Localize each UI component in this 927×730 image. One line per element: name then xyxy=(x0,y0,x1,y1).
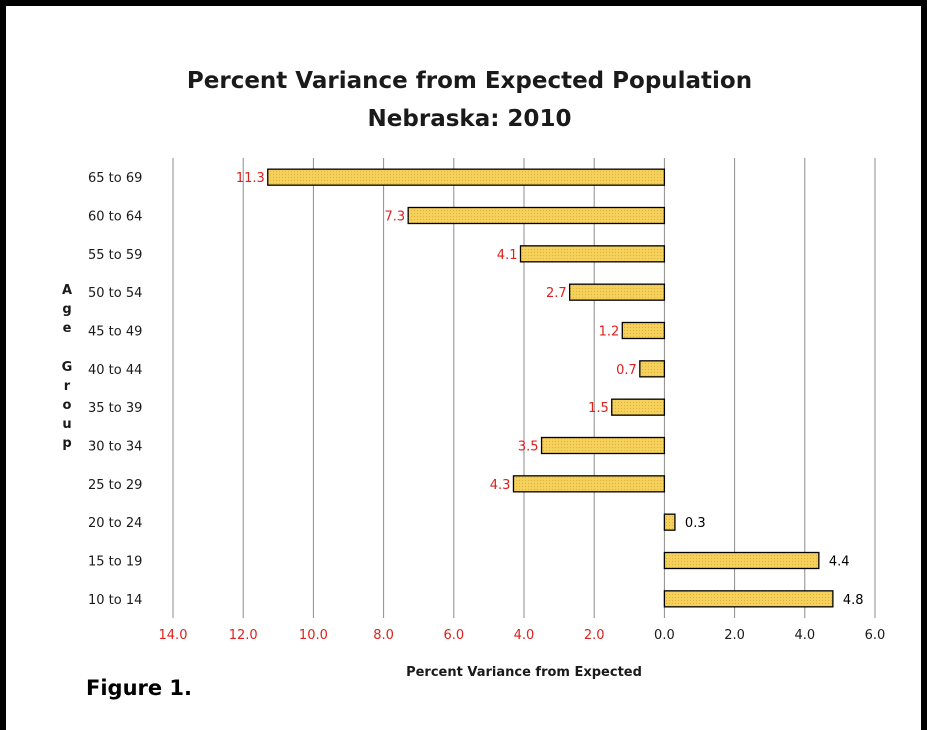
y-category-label: 15 to 19 xyxy=(88,555,142,570)
data-labels: 11.3 7.3 4.1 2.7 1.2 0.7 1.5 3.5 4.3 0.3 4.4 4.8 xyxy=(236,171,864,608)
bar xyxy=(512,475,666,493)
x-axis-ticks: 14.0 12.0 10.0 8.0 6.0 4.0 2.0 0.0 2.0 4.0 6.0 xyxy=(159,628,886,643)
x-tick-label: 10.0 xyxy=(299,628,328,643)
y-axis-label-char: e xyxy=(63,321,72,336)
bar-chart: 65 to 69 60 to 64 55 to 59 50 to 54 45 to 49… xyxy=(62,158,886,680)
y-category-label: 30 to 34 xyxy=(88,440,142,455)
y-category-label: 10 to 14 xyxy=(88,593,142,608)
bar xyxy=(568,283,666,301)
y-category-label: 65 to 69 xyxy=(88,171,142,186)
data-label: 3.5 xyxy=(518,440,539,455)
y-category-label: 55 to 59 xyxy=(88,248,142,263)
x-axis-label: Percent Variance from Expected xyxy=(406,665,642,680)
x-tick-label: 12.0 xyxy=(229,628,258,643)
data-label: 1.5 xyxy=(588,401,609,416)
figure-label: Figure 1. xyxy=(86,676,193,700)
x-tick-label: 6.0 xyxy=(443,628,464,643)
x-tick-label: 4.0 xyxy=(794,628,815,643)
data-label: 4.3 xyxy=(490,478,511,493)
x-tick-label: 2.0 xyxy=(584,628,605,643)
y-axis-label-char: o xyxy=(63,398,72,413)
y-axis-label-char: p xyxy=(62,436,71,451)
bar xyxy=(267,168,666,186)
y-axis-label-char: u xyxy=(62,417,71,432)
bar xyxy=(639,360,666,378)
x-tick-label: 8.0 xyxy=(373,628,394,643)
y-category-label: 50 to 54 xyxy=(88,286,142,301)
x-tick-label: 14.0 xyxy=(159,628,188,643)
x-tick-label: 6.0 xyxy=(865,628,886,643)
x-tick-label: 2.0 xyxy=(724,628,745,643)
y-axis-label-char: A xyxy=(62,283,72,298)
bar xyxy=(663,513,676,531)
bar xyxy=(663,551,820,570)
chart-subtitle: Nebraska: 2010 xyxy=(367,106,572,132)
data-label: 2.7 xyxy=(546,286,567,301)
x-tick-label: 0.0 xyxy=(654,628,675,643)
bar xyxy=(663,590,834,608)
gridlines xyxy=(172,158,876,618)
bars xyxy=(267,168,834,608)
y-axis-categories: 65 to 69 60 to 64 55 to 59 50 to 54 45 to 49… xyxy=(88,171,142,608)
chart-title: Percent Variance from Expected Populatio… xyxy=(186,68,753,94)
y-category-label: 20 to 24 xyxy=(88,516,142,531)
data-label: 4.1 xyxy=(497,248,518,263)
y-category-label: 35 to 39 xyxy=(88,401,142,416)
data-label: 4.8 xyxy=(843,593,864,608)
y-axis-label-char: G xyxy=(62,360,73,375)
data-label: 1.2 xyxy=(599,325,620,340)
data-label: 11.3 xyxy=(236,171,265,186)
bar xyxy=(540,436,666,455)
y-category-label: 60 to 64 xyxy=(88,210,142,225)
bar xyxy=(611,398,666,416)
y-category-label: 45 to 49 xyxy=(88,325,142,340)
bar xyxy=(621,321,666,340)
data-label: 0.3 xyxy=(685,516,706,531)
y-category-label: 40 to 44 xyxy=(88,363,142,378)
data-label: 7.3 xyxy=(384,210,405,225)
y-axis-label-char: r xyxy=(64,379,71,394)
y-category-label: 25 to 29 xyxy=(88,478,142,493)
bar xyxy=(519,245,666,263)
x-tick-label: 4.0 xyxy=(514,628,535,643)
y-axis-label-char: g xyxy=(62,302,71,317)
bar xyxy=(407,206,666,225)
data-label: 0.7 xyxy=(616,363,637,378)
data-label: 4.4 xyxy=(829,555,850,570)
